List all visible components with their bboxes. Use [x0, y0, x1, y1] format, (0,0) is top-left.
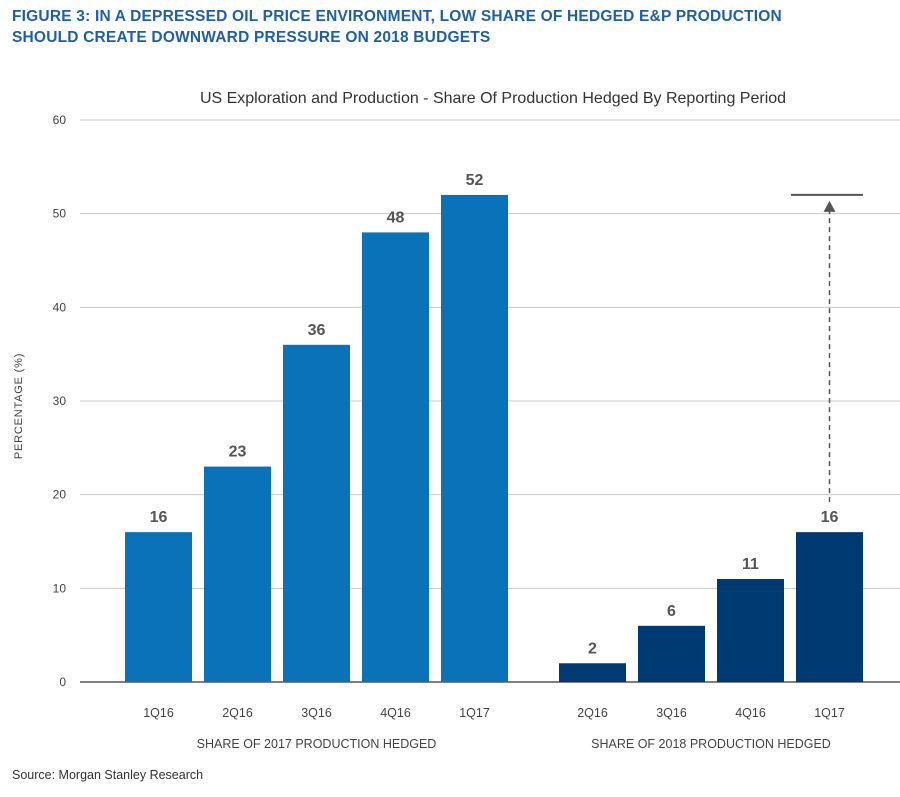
y-tick-label: 40 — [53, 300, 67, 314]
x-tick-label: 1Q16 — [143, 706, 174, 720]
y-tick-label: 50 — [53, 207, 67, 221]
bar-value-label: 11 — [742, 556, 759, 573]
y-tick-label: 10 — [53, 581, 67, 595]
bar-value-label: 36 — [308, 322, 326, 339]
x-tick-label: 4Q16 — [380, 706, 411, 720]
bar — [283, 344, 350, 682]
y-axis-ticks: 0 10 20 30 40 50 60 — [53, 113, 67, 689]
x-tick-label: 3Q16 — [301, 706, 332, 720]
group-labels: SHARE OF 2017 PRODUCTION HEDGED SHARE OF … — [197, 737, 831, 751]
bar-value-label: 6 — [667, 603, 676, 620]
x-tick-label: 2Q16 — [222, 706, 253, 720]
bar-value-label: 23 — [229, 444, 247, 461]
x-tick-label: 1Q17 — [459, 706, 490, 720]
x-tick-label: 1Q17 — [814, 706, 845, 720]
bar-value-label: 52 — [466, 172, 484, 189]
source-note: Source: Morgan Stanley Research — [12, 768, 204, 782]
y-tick-label: 60 — [53, 113, 67, 127]
group-label: SHARE OF 2018 PRODUCTION HEDGED — [591, 737, 831, 751]
bar — [796, 532, 863, 682]
bar — [441, 194, 508, 682]
figure-title-line-2: SHOULD CREATE DOWNWARD PRESSURE ON 2018 … — [12, 29, 491, 46]
bar — [717, 578, 784, 682]
chart-title: US Exploration and Production - Share Of… — [200, 90, 786, 107]
bar — [204, 466, 271, 682]
y-tick-label: 20 — [53, 488, 67, 502]
bar-value-label: 2 — [588, 640, 597, 657]
bar — [125, 532, 192, 682]
y-axis-label: PERCENTAGE (%) — [13, 353, 25, 459]
x-axis-ticks: 1Q16 2Q16 3Q16 4Q16 1Q17 2Q16 3Q16 4Q16 1Q17 — [143, 706, 845, 720]
x-tick-label: 2Q16 — [577, 706, 608, 720]
figure-title-line-1: FIGURE 3: IN A DEPRESSED OIL PRICE ENVIR… — [12, 8, 782, 25]
value-labels: 16 23 36 48 52 2 6 11 16 — [150, 172, 839, 657]
group-label: SHARE OF 2017 PRODUCTION HEDGED — [197, 737, 437, 751]
figure-title: FIGURE 3: IN A DEPRESSED OIL PRICE ENVIR… — [12, 6, 872, 48]
bars — [125, 194, 863, 682]
bar-value-label: 16 — [821, 509, 839, 526]
bar — [638, 625, 705, 682]
bar — [559, 663, 626, 682]
y-tick-label: 30 — [53, 394, 67, 408]
bar-value-label: 16 — [150, 509, 168, 526]
x-tick-label: 4Q16 — [735, 706, 766, 720]
x-tick-label: 3Q16 — [656, 706, 687, 720]
hedge-gap-arrow — [791, 193, 863, 503]
bar — [362, 232, 429, 682]
bar-value-label: 48 — [387, 209, 405, 226]
arrow-head-icon — [823, 200, 836, 212]
y-tick-label: 0 — [59, 675, 66, 689]
